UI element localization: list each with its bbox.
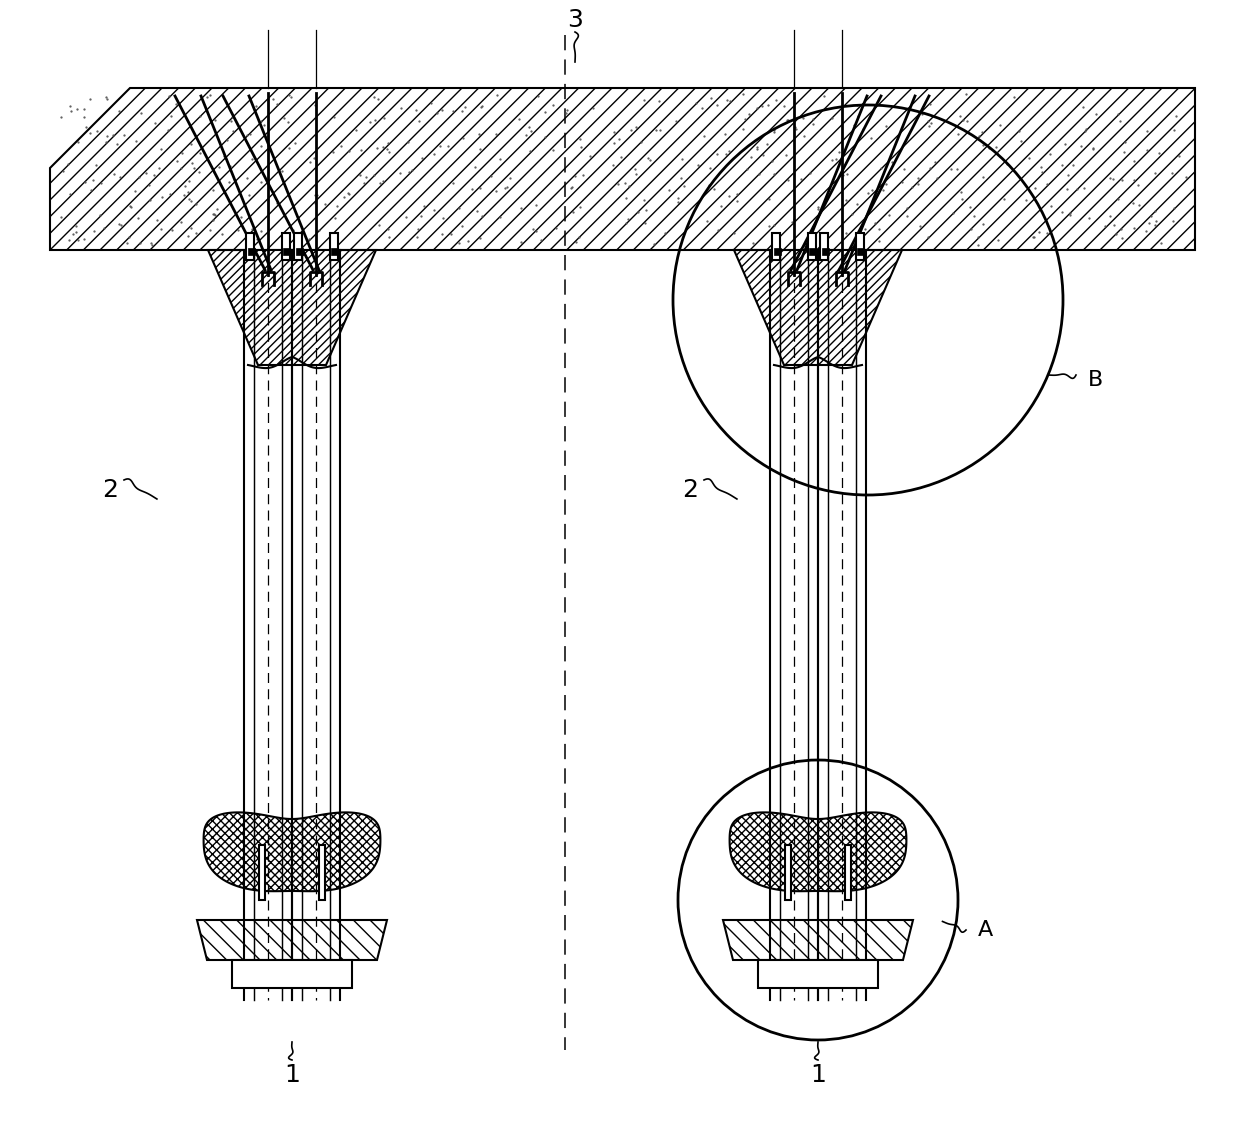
- Polygon shape: [774, 248, 781, 255]
- Polygon shape: [785, 845, 791, 900]
- Polygon shape: [259, 845, 265, 900]
- Polygon shape: [808, 248, 816, 255]
- Polygon shape: [773, 233, 780, 259]
- Polygon shape: [822, 248, 830, 255]
- Polygon shape: [770, 250, 818, 1001]
- Text: 2: 2: [102, 478, 118, 502]
- Polygon shape: [283, 248, 290, 255]
- Polygon shape: [281, 233, 290, 259]
- Polygon shape: [248, 248, 255, 255]
- Text: 1: 1: [284, 1063, 300, 1087]
- Text: A: A: [978, 920, 993, 940]
- Polygon shape: [758, 960, 878, 988]
- Polygon shape: [331, 248, 339, 255]
- Text: B: B: [1087, 370, 1104, 390]
- Polygon shape: [294, 233, 303, 259]
- Polygon shape: [820, 233, 828, 259]
- Polygon shape: [330, 233, 339, 259]
- Polygon shape: [856, 233, 864, 259]
- Text: 3: 3: [567, 8, 583, 32]
- Polygon shape: [291, 250, 340, 1001]
- Polygon shape: [844, 845, 851, 900]
- Text: 2: 2: [682, 478, 698, 502]
- Polygon shape: [818, 250, 866, 1001]
- Polygon shape: [232, 960, 352, 988]
- Polygon shape: [857, 248, 864, 255]
- Text: 1: 1: [810, 1063, 826, 1087]
- Polygon shape: [319, 845, 325, 900]
- Polygon shape: [246, 233, 254, 259]
- Polygon shape: [296, 248, 303, 255]
- Polygon shape: [244, 250, 291, 1001]
- Polygon shape: [808, 233, 816, 259]
